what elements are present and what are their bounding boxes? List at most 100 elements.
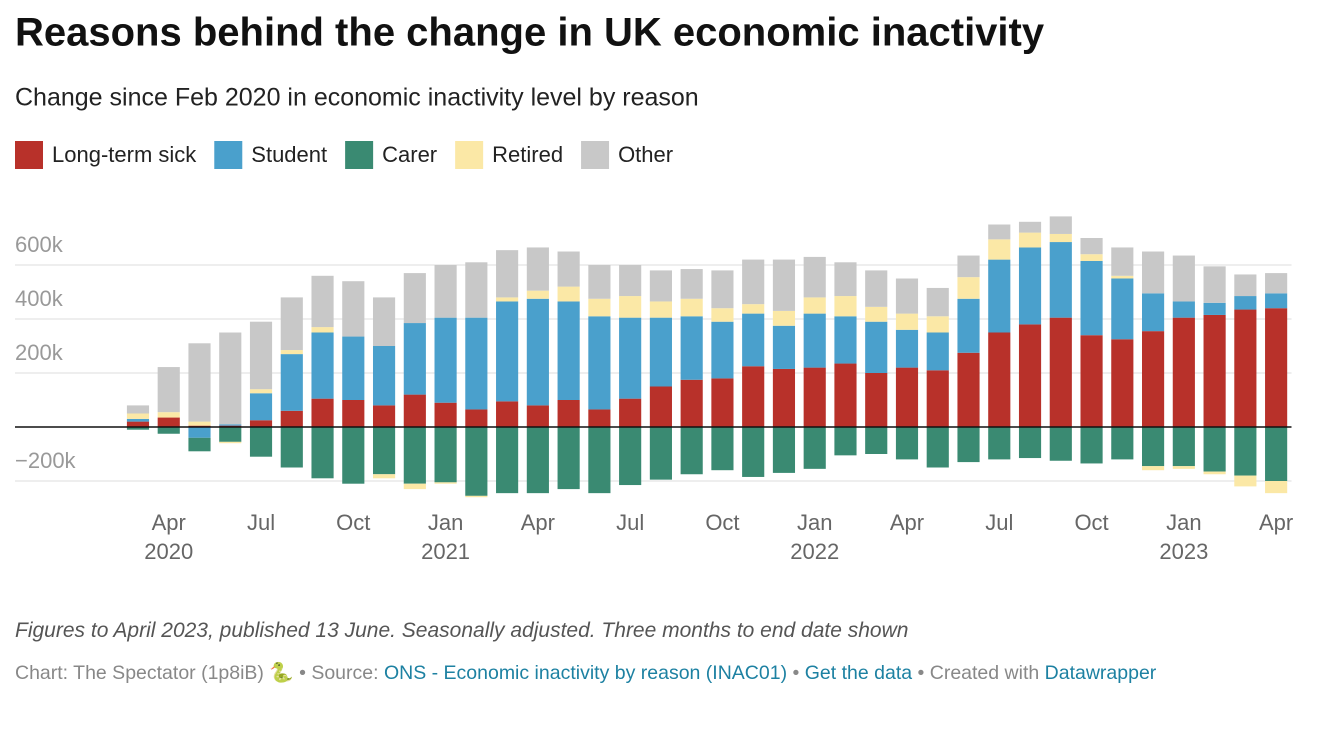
bar-segment [1172, 317, 1195, 427]
credit-chart: Chart: The Spectator (1p8iB) 🐍 [15, 662, 294, 684]
bar-segment [526, 298, 549, 406]
bar-segment [372, 427, 396, 475]
bar-segment [157, 417, 180, 427]
bar-segment [219, 424, 242, 426]
bar-segment [249, 321, 273, 390]
x-tick-year: 2021 [421, 539, 470, 564]
bar-segment [372, 297, 396, 346]
bar-segment [711, 321, 734, 379]
x-tick-label: Oct [1074, 510, 1108, 535]
bar-segment [588, 409, 611, 427]
x-tick-label: Jul [985, 510, 1013, 535]
bar-segment [803, 256, 826, 298]
bar-segment [434, 402, 457, 427]
bar-segment [342, 336, 365, 400]
bar-segment [742, 366, 765, 427]
bar-segment [1142, 331, 1165, 427]
source-link[interactable]: ONS - Economic inactivity by reason (INA… [383, 662, 788, 684]
bar-segment [126, 405, 150, 414]
bar-segment [1265, 481, 1288, 494]
y-tick-label: 200k [15, 340, 64, 365]
bar-segment [957, 352, 980, 427]
bar-segment [680, 427, 703, 475]
x-tick-label: Jan [797, 510, 832, 535]
bar-segment [188, 437, 211, 452]
x-tick-label: Oct [705, 510, 739, 535]
bar-segment [1111, 247, 1134, 276]
bar-segment [1080, 254, 1103, 261]
bar-segment [1018, 427, 1042, 459]
bar-segment [865, 270, 888, 307]
legend-label: Long-term sick [52, 142, 197, 167]
bar-segment [465, 262, 488, 318]
bar-segment [988, 427, 1011, 460]
bar-segment [772, 368, 796, 427]
bar-segment [1080, 335, 1103, 427]
bar-segment [465, 317, 488, 410]
source-label: Source: [311, 662, 379, 684]
bar-segment [249, 389, 273, 394]
y-tick-label: −200k [15, 448, 77, 473]
bar-segment [619, 296, 642, 318]
bar-segment [957, 277, 980, 299]
bar-segment [311, 398, 334, 427]
x-tick-year: 2022 [790, 539, 839, 564]
bar-segment [895, 278, 919, 314]
bar-segment [249, 420, 273, 427]
chart-title: Reasons behind the change in UK economic… [15, 11, 1045, 55]
bar-segment [403, 483, 426, 490]
bar-segment [1142, 427, 1165, 467]
x-tick-label: Apr [152, 510, 186, 535]
bar-segment [803, 427, 826, 469]
bar-segment [988, 259, 1011, 333]
bar-segment [126, 418, 150, 422]
bar-segment [649, 427, 672, 480]
bar-segment [1049, 242, 1072, 318]
bar-segment [711, 270, 734, 309]
x-tick-label: Jul [247, 510, 275, 535]
separator: • [792, 662, 800, 684]
bar-segment [772, 259, 796, 311]
bar-segment [772, 427, 796, 473]
bar-segment [1111, 275, 1134, 279]
bar-segment [957, 298, 980, 353]
bar-segment [1265, 293, 1288, 309]
bar-segment [834, 363, 857, 427]
bar-segment [649, 386, 672, 427]
bar-segment [557, 427, 580, 490]
bar-segment [1018, 247, 1042, 325]
bar-segment [742, 304, 765, 314]
x-tick-label: Apr [1259, 510, 1293, 535]
bar-segment [1203, 427, 1226, 472]
bar-segment [372, 346, 396, 406]
separator: • [917, 662, 925, 684]
legend-label: Retired [492, 142, 563, 167]
bar-segment [465, 495, 488, 498]
bar-segment [926, 427, 949, 468]
bar-segment [1203, 314, 1226, 427]
bar-segment [803, 297, 826, 314]
bar-segment [834, 262, 857, 297]
bar-segment [280, 410, 303, 427]
bar-segment [1049, 427, 1072, 461]
x-tick-label: Jul [616, 510, 644, 535]
bar-segment [372, 474, 396, 479]
bar-segment [926, 316, 949, 333]
tool-link[interactable]: Datawrapper [1044, 662, 1157, 684]
data-link[interactable]: Get the data [804, 662, 913, 684]
bar-segment [649, 317, 672, 387]
bar-segment [1203, 302, 1226, 315]
bar-segment [865, 321, 888, 373]
bar-segment [588, 427, 611, 494]
bar-segment [219, 441, 242, 444]
legend-label: Carer [382, 142, 437, 167]
bar-segment [680, 269, 703, 299]
bar-segment [403, 427, 426, 484]
bar-segment [1265, 308, 1288, 427]
bar-segment [680, 316, 703, 380]
bar-segment [434, 482, 457, 484]
legend-swatch [214, 141, 243, 169]
bar-segment [895, 329, 919, 368]
bar-segment [1172, 255, 1195, 302]
bar-segment [1234, 274, 1257, 297]
